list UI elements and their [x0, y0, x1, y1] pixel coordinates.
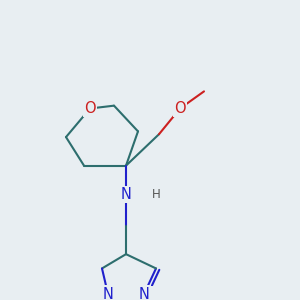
Text: H: H [152, 188, 160, 201]
Text: N: N [121, 187, 131, 202]
Text: O: O [84, 101, 96, 116]
Text: N: N [103, 286, 113, 300]
Text: N: N [139, 286, 149, 300]
Text: O: O [174, 101, 186, 116]
